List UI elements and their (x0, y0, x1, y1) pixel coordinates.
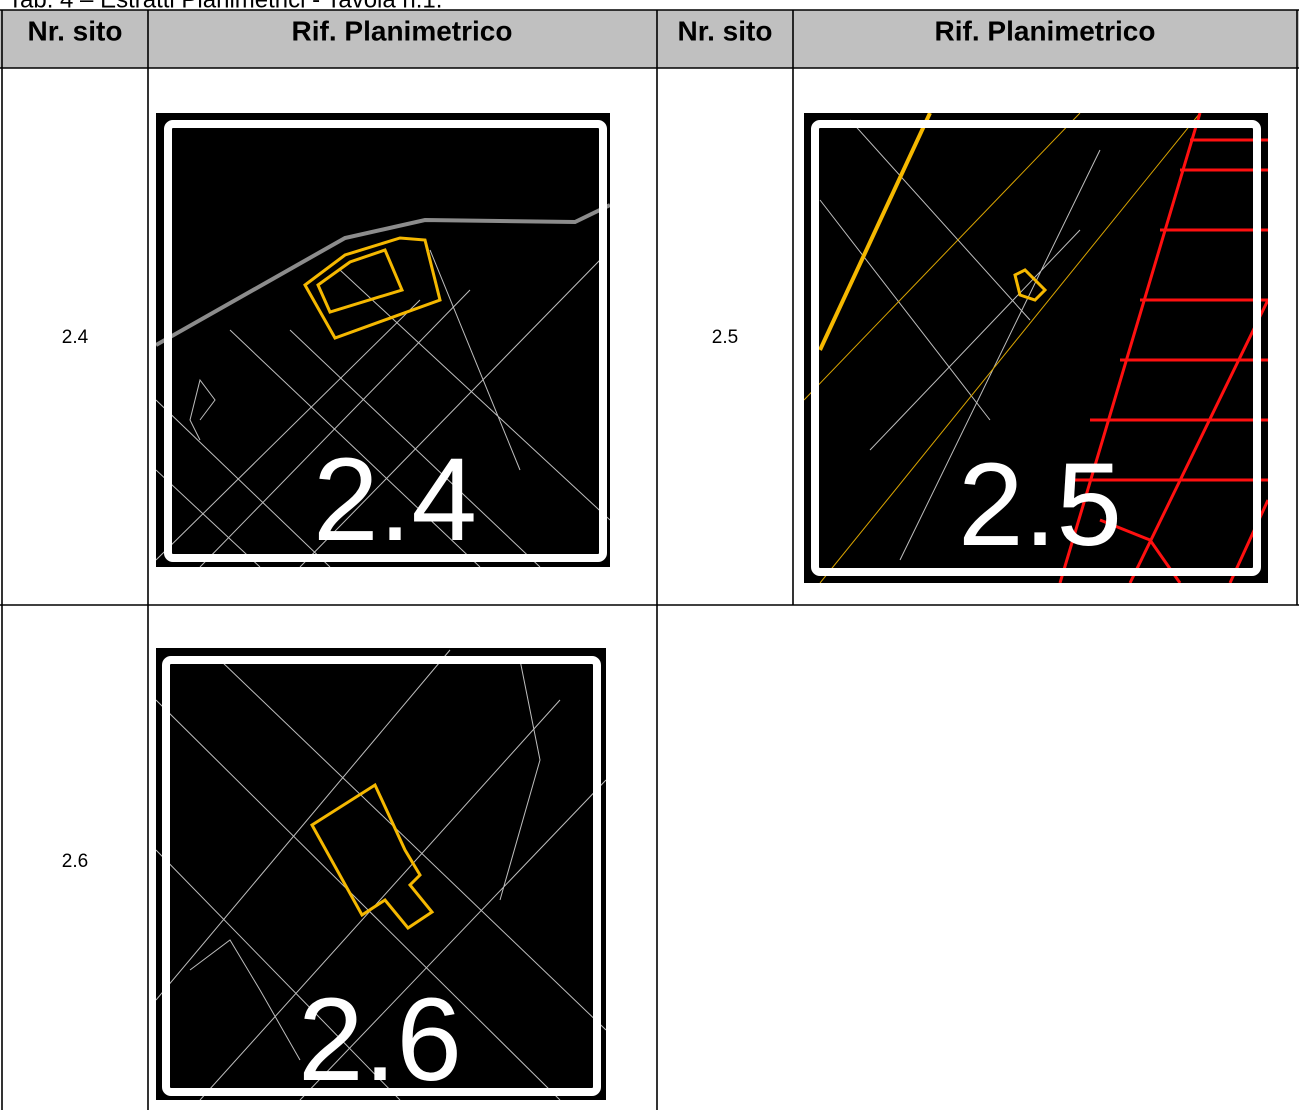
site-number: 2.6 (62, 851, 88, 872)
map-label: 2.6 (298, 974, 462, 1106)
table-borders (0, 9, 1299, 1110)
header-cell: Nr. sito (678, 15, 773, 46)
map-image: 2.5 (804, 113, 1268, 583)
map-label: 2.5 (958, 439, 1122, 571)
header-cell: Rif. Planimetrico (935, 15, 1156, 46)
map-image: 2.6 (156, 648, 606, 1106)
map-label: 2.4 (313, 434, 477, 566)
header-bg (0, 10, 1299, 68)
map-image: 2.4 (156, 113, 610, 567)
site-number: 2.4 (62, 327, 89, 348)
site-number: 2.5 (712, 327, 738, 348)
header-cell: Nr. sito (28, 15, 123, 46)
header-cell: Rif. Planimetrico (292, 15, 513, 46)
